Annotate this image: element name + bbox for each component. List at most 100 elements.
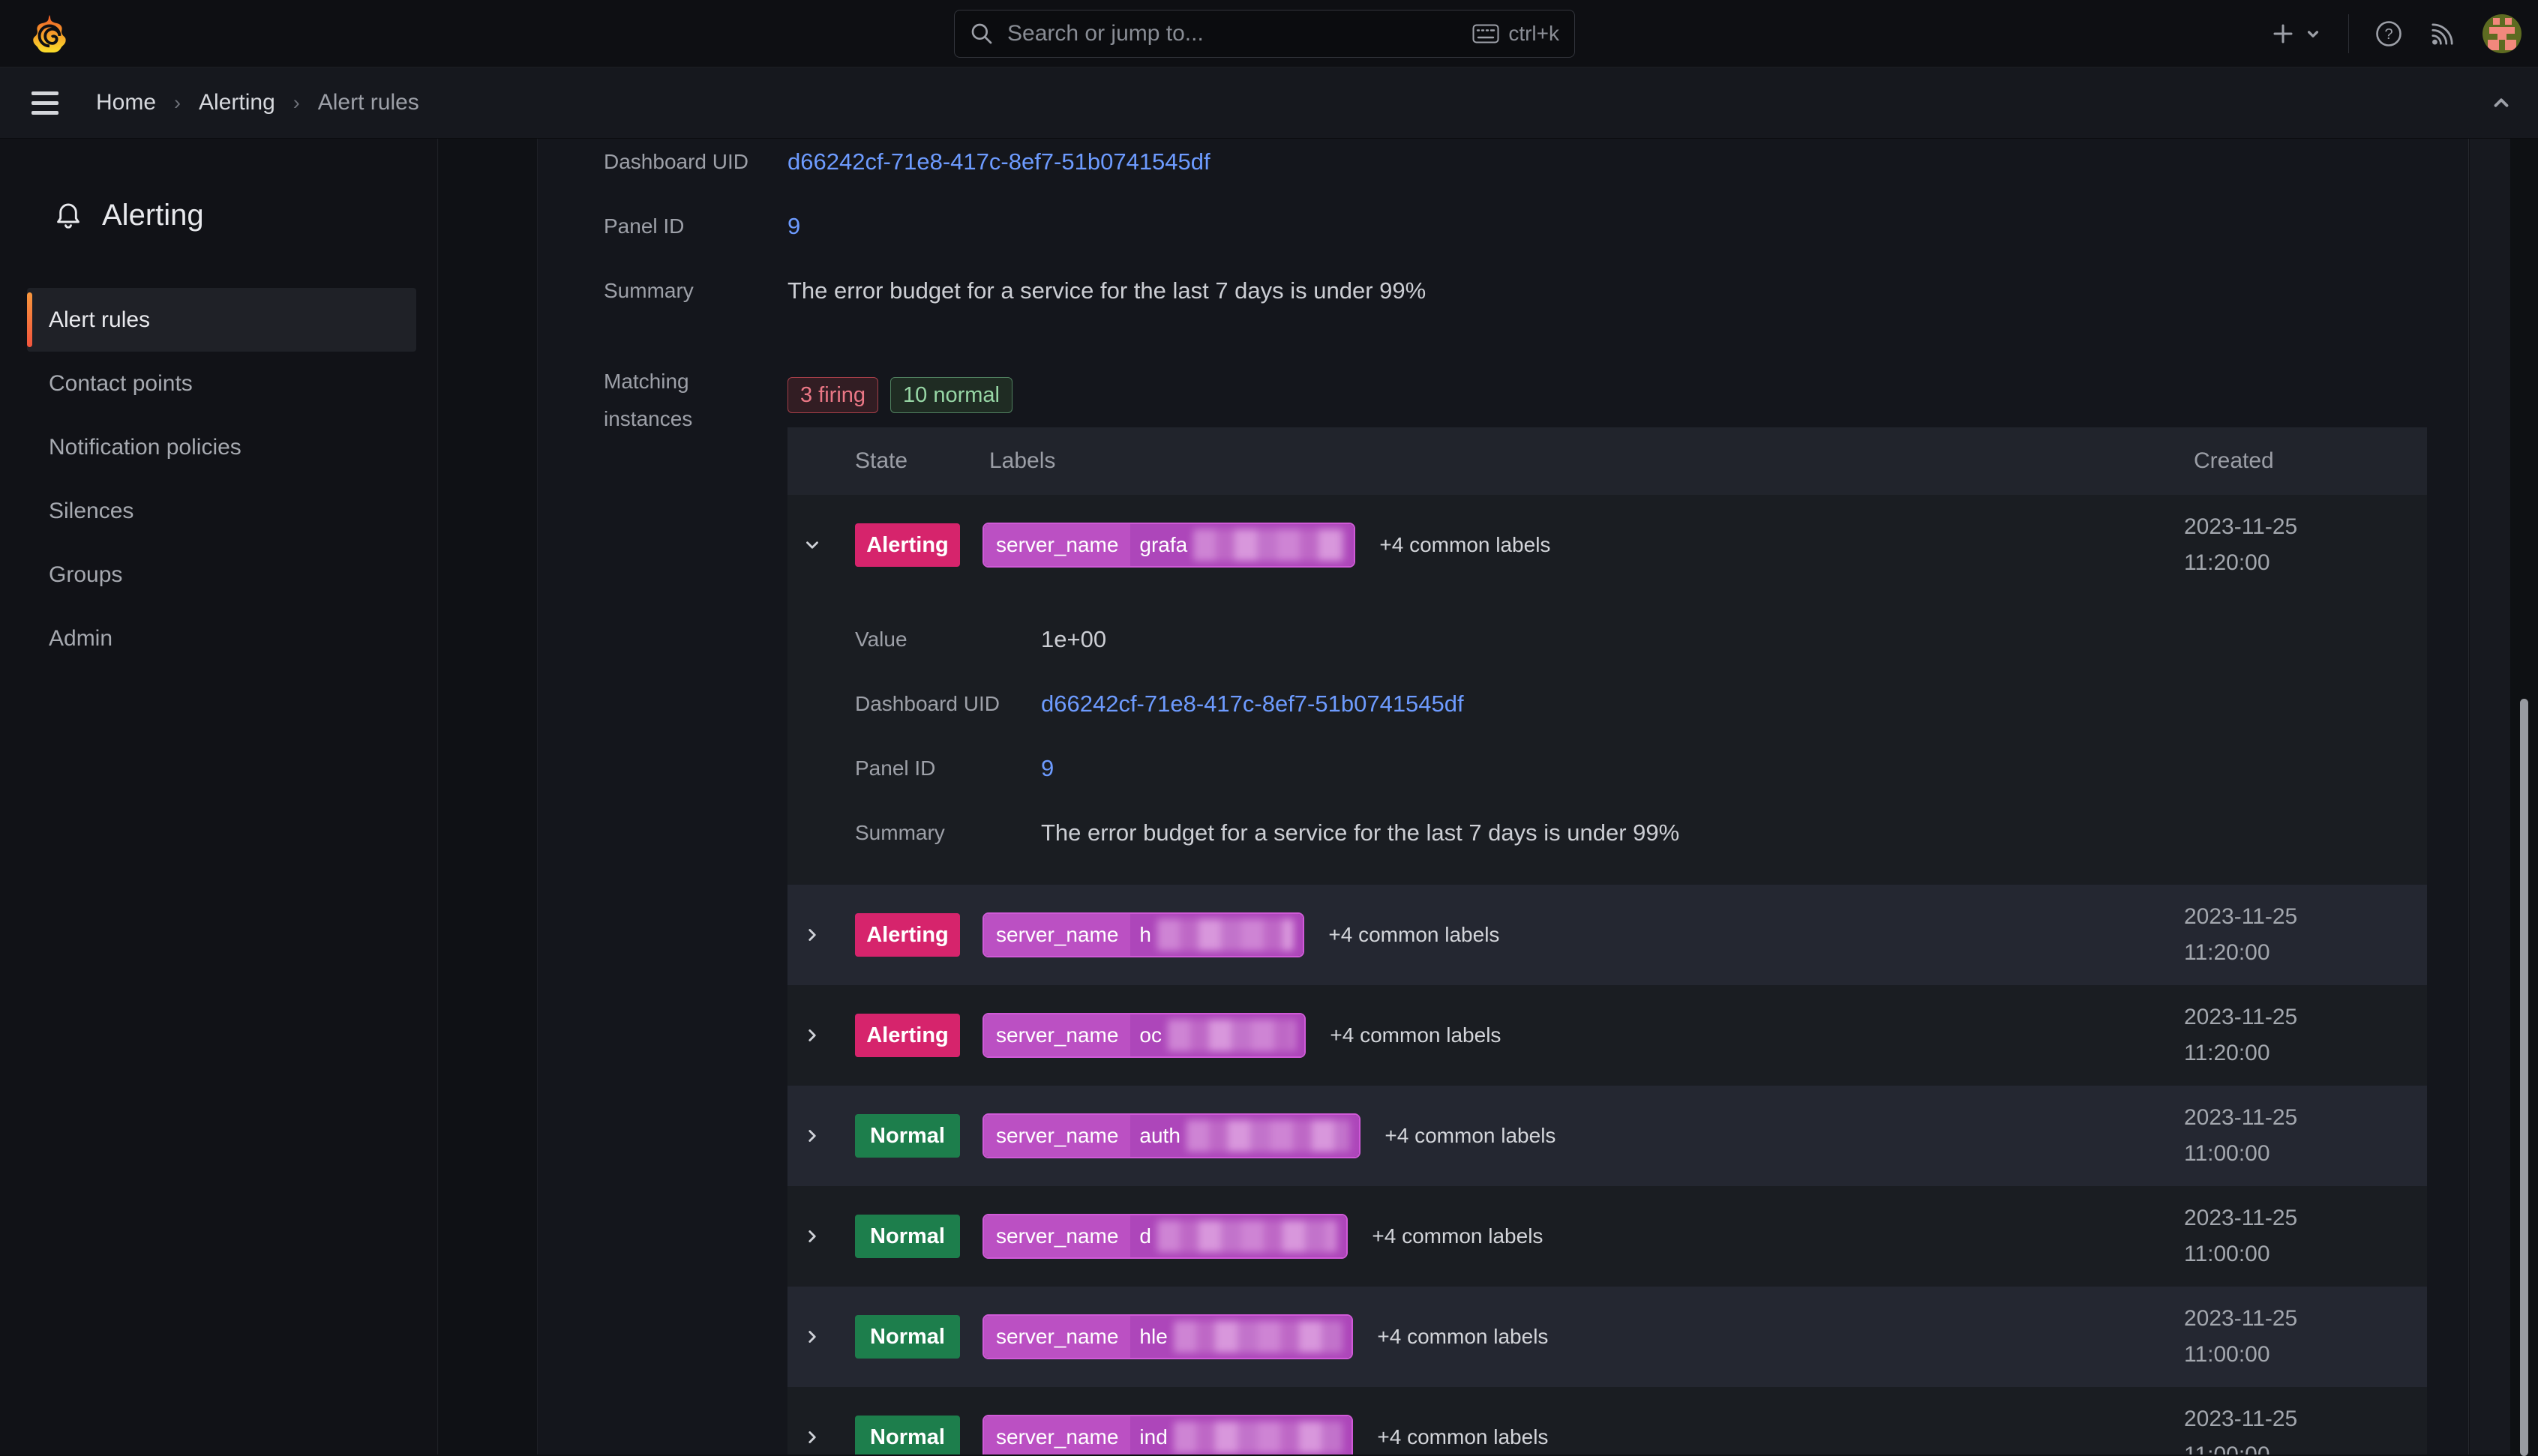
created-cell: 2023-11-25 11:00:00 [2184, 1401, 2297, 1455]
grafana-logo[interactable] [32, 15, 68, 52]
sidebar-item-notification-policies[interactable]: Notification policies [0, 415, 437, 479]
row-expander[interactable] [788, 1227, 837, 1246]
instance-row-summary[interactable]: Normal server_name auth +4 common labels… [788, 1086, 2427, 1186]
instance-row[interactable]: Alerting server_name h +4 common labels … [788, 885, 2427, 985]
row-expander[interactable] [788, 925, 837, 945]
instance-row-summary[interactable]: Normal server_name hle +4 common labels … [788, 1287, 2427, 1387]
state-badge: Alerting [855, 523, 960, 567]
sidebar-item-alert-rules[interactable]: Alert rules [27, 288, 416, 352]
field-label: Dashboard UID [855, 692, 1000, 715]
created-cell: 2023-11-25 11:20:00 [2184, 509, 2297, 581]
common-labels-text: +4 common labels [1377, 1325, 1549, 1348]
help-button[interactable]: ? [2374, 19, 2403, 48]
created-date: 2023-11-25 [2184, 514, 2298, 539]
redacted-label-value [1186, 1120, 1351, 1152]
labels-cell: server_name grafa +4 common labels [982, 523, 1550, 568]
field-value-link[interactable]: d66242cf-71e8-417c-8ef7-51b0741545df [788, 148, 1210, 175]
page-scrollbar-thumb[interactable] [2520, 699, 2528, 1456]
field-row: Summary The error budget for a service f… [604, 274, 1426, 308]
chip-normal: 10 normal [890, 377, 1013, 413]
sidebar-item-contact-points[interactable]: Contact points [0, 352, 437, 415]
svg-text:?: ? [2384, 26, 2392, 43]
sidebar-title-label: Alerting [102, 199, 204, 232]
created-date: 2023-11-25 [2184, 1407, 2298, 1431]
row-expander[interactable] [788, 1428, 837, 1447]
row-expander[interactable] [788, 1126, 837, 1146]
breadcrumb-home[interactable]: Home [96, 90, 157, 115]
instance-row[interactable]: Normal server_name ind +4 common labels … [788, 1387, 2427, 1455]
instance-row-summary[interactable]: Normal server_name ind +4 common labels … [788, 1387, 2427, 1455]
user-avatar[interactable] [2482, 14, 2522, 53]
news-button[interactable] [2428, 19, 2457, 48]
label-value-prefix: oc [1139, 1023, 1162, 1047]
instance-row[interactable]: Alerting server_name oc +4 common labels… [788, 985, 2427, 1086]
label-key: server_name [984, 914, 1131, 956]
instances-table: State Labels Created Alerting server_nam… [788, 427, 2427, 1455]
state-badge: Normal [855, 1215, 960, 1258]
new-menu-button[interactable] [2270, 21, 2323, 46]
field-value: The error budget for a service for the l… [788, 277, 1426, 304]
instance-row[interactable]: Normal server_name d +4 common labels 20… [788, 1186, 2427, 1287]
state-badge: Normal [855, 1114, 960, 1158]
header-state: State [855, 448, 908, 473]
sidebar-section-title[interactable]: Alerting [54, 199, 437, 232]
label-pill: server_name h [982, 912, 1305, 957]
matching-instances-label: Matching instances [604, 370, 693, 430]
search-input[interactable] [1006, 20, 1473, 47]
instance-row-summary[interactable]: Alerting server_name grafa +4 common lab… [788, 495, 2427, 595]
instance-row-summary[interactable]: Normal server_name d +4 common labels 20… [788, 1186, 2427, 1287]
created-cell: 2023-11-25 11:00:00 [2184, 1301, 2297, 1373]
instances-table-header: State Labels Created [788, 427, 2427, 495]
redacted-label-value [1173, 1422, 1343, 1453]
state-badge: Alerting [855, 913, 960, 957]
instance-details: Value 1e+00 Dashboard UID d66242cf-71e8-… [788, 595, 2427, 885]
labels-cell: server_name ind +4 common labels [982, 1415, 1548, 1455]
field-label: Panel ID [855, 756, 936, 780]
label-key: server_name [984, 524, 1131, 566]
instance-row[interactable]: Normal server_name auth +4 common labels… [788, 1086, 2427, 1186]
label-key: server_name [984, 1316, 1131, 1358]
row-expander[interactable] [788, 535, 837, 555]
label-key: server_name [984, 1215, 1131, 1257]
created-date: 2023-11-25 [2184, 904, 2298, 929]
common-labels-text: +4 common labels [1379, 533, 1551, 556]
sidebar-item-groups[interactable]: Groups [0, 543, 437, 607]
search-shortcut: ctrl+k [1472, 22, 1559, 46]
sidebar-item-admin[interactable]: Admin [0, 607, 437, 670]
created-time: 11:00:00 [2184, 1141, 2270, 1166]
collapse-top-button[interactable] [2490, 91, 2512, 114]
row-expander[interactable] [788, 1026, 837, 1045]
chevron-right-icon [808, 1130, 816, 1142]
mega-menu-toggle[interactable] [32, 91, 58, 115]
created-time: 11:20:00 [2184, 550, 2270, 575]
instance-row-summary[interactable]: Alerting server_name h +4 common labels … [788, 885, 2427, 985]
created-date: 2023-11-25 [2184, 1206, 2298, 1230]
instance-row-summary[interactable]: Alerting server_name oc +4 common labels… [788, 985, 2427, 1086]
redacted-label-value [1156, 1221, 1338, 1252]
field-value-link[interactable]: 9 [1041, 755, 1054, 781]
bell-icon [57, 203, 80, 229]
chevron-right-icon [808, 1029, 816, 1041]
sidebar-item-label: Notification policies [49, 434, 242, 460]
sidebar-item-silences[interactable]: Silences [0, 479, 437, 543]
breadcrumb-current: Alert rules [317, 90, 419, 115]
sidebar-item-label: Silences [49, 498, 134, 523]
state-badge: Normal [855, 1416, 960, 1455]
breadcrumb-alerting[interactable]: Alerting [199, 90, 275, 115]
label-value-prefix: d [1139, 1224, 1151, 1248]
instance-row[interactable]: Alerting server_name grafa +4 common lab… [788, 495, 2427, 885]
field-value-link[interactable]: 9 [788, 213, 801, 239]
instance-row[interactable]: Normal server_name hle +4 common labels … [788, 1287, 2427, 1387]
sidebar-item-label: Admin [49, 625, 113, 651]
created-time: 11:20:00 [2184, 1041, 2270, 1065]
row-expander[interactable] [788, 1327, 837, 1347]
rss-icon [2432, 23, 2453, 45]
redacted-label-value [1167, 1020, 1296, 1051]
field-value-link[interactable]: d66242cf-71e8-417c-8ef7-51b0741545df [1041, 691, 1464, 717]
field-row: Dashboard UID d66242cf-71e8-417c-8ef7-51… [855, 672, 2427, 736]
redacted-label-value [1173, 1321, 1343, 1353]
common-labels-text: +4 common labels [1372, 1224, 1544, 1248]
label-value: d [1130, 1215, 1347, 1257]
sidebar-gap-strip [439, 139, 538, 1455]
labels-cell: server_name hle +4 common labels [982, 1314, 1548, 1359]
